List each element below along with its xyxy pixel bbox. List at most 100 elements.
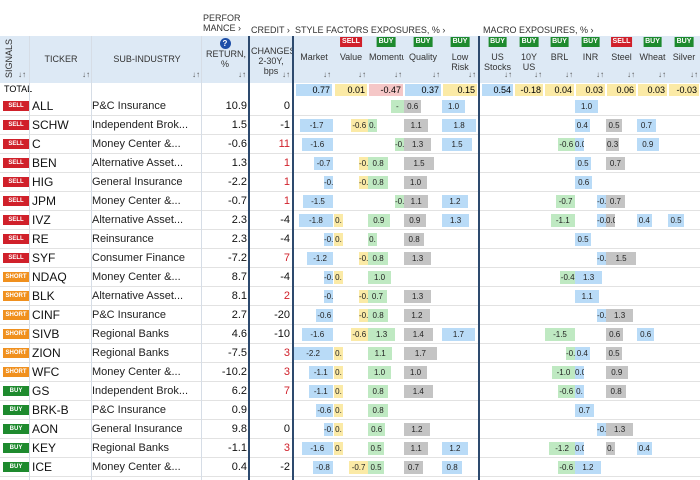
table-row[interactable]: BUY KEY Regional Banks -1.1 3 -1.6 0. 0.5 1.1 1.2… xyxy=(0,439,700,458)
table-row[interactable]: SHORT SIVB Regional Banks 4.6 -10 -1.6 -0.6 1.3… xyxy=(0,325,700,344)
ticker-cell[interactable]: RE xyxy=(32,232,49,246)
sub-industry-cell: Money Center &... xyxy=(92,366,181,378)
sort-icon: ↓↑ xyxy=(282,70,290,79)
ticker-cell[interactable]: GS xyxy=(32,384,50,398)
header-macro-0[interactable]: BUY US Stocks ↓↑ xyxy=(481,36,514,83)
signal-tag: BUY xyxy=(674,37,694,47)
sort-icon: ↓↑ xyxy=(323,70,331,79)
table-row[interactable]: SELL C Money Center &... -0.6 11 -1.6 -0. 1.3 1.… xyxy=(0,135,700,154)
sort-icon: ↓↑ xyxy=(394,70,402,79)
header-style-2[interactable]: BUY Momentum ↓↑ xyxy=(368,36,404,83)
sub-industry-cell: Independent Brok... xyxy=(92,385,189,397)
macro-exposure-bar: 1.2 xyxy=(575,461,601,474)
table-row[interactable]: BUY BRK-B P&C Insurance 0.9 -0.6 0. 0.8 0.7 xyxy=(0,401,700,420)
header-style-label: Value xyxy=(339,52,363,62)
ticker-cell[interactable]: SYF xyxy=(32,251,56,265)
ticker-cell[interactable]: BEN xyxy=(32,156,57,170)
group-macro[interactable]: MACRO EXPOSURES, % › xyxy=(483,25,594,35)
macro-exposure-bar: 0.6 xyxy=(637,328,655,341)
signal-badge: SELL xyxy=(3,177,29,187)
header-macro-5[interactable]: BUY Wheat ↓↑ xyxy=(637,36,668,83)
style-exposure-bar: -1.6 xyxy=(301,328,333,341)
ticker-cell[interactable]: NDAQ xyxy=(32,270,67,284)
signal-badge: BUY xyxy=(3,405,29,415)
table-row[interactable]: SELL BEN Alternative Asset... 1.3 1 -0.7 -0. 0.… xyxy=(0,154,700,173)
header-macro-4[interactable]: SELL Steel ↓↑ xyxy=(606,36,637,83)
group-macro-label: MACRO EXPOSURES, % xyxy=(483,25,589,35)
style-exposure-bar: 1.4 xyxy=(404,385,433,398)
header-style-4[interactable]: BUY Low Risk ↓↑ xyxy=(442,36,478,83)
table-row[interactable]: BUY GS Independent Brok... 6.2 7 -1.1 0. 0.8 1.4… xyxy=(0,382,700,401)
style-exposure-bar: -0.6 xyxy=(350,119,368,132)
help-icon[interactable]: ? xyxy=(219,38,231,49)
ticker-cell[interactable]: KEY xyxy=(32,441,57,455)
table-row[interactable]: SELL RE Reinsurance 2.3 -4 -0. 0. 0. 0.8 0.5 xyxy=(0,230,700,249)
group-performance[interactable]: PERFOR MANCE › xyxy=(203,13,242,33)
table-row[interactable]: SHORT BLK Alternative Asset... 8.1 2 -0. -0. 0.… xyxy=(0,287,700,306)
ticker-cell[interactable]: BRK-B xyxy=(32,403,69,417)
credit-change-cell: -4 xyxy=(280,233,290,245)
style-exposure-bar: -0. xyxy=(359,176,368,189)
credit-change-cell: 1 xyxy=(283,157,290,169)
table-row[interactable]: SHORT NDAQ Money Center &... 8.7 -4 -0. 0. 1.0 -… xyxy=(0,268,700,287)
sort-icon: ↓↑ xyxy=(358,70,366,79)
header-style-3[interactable]: BUY Quality ↓↑ xyxy=(404,36,442,83)
table-row[interactable]: SELL SCHW Independent Brok... 1.5 -1 -1.7 -0.6… xyxy=(0,116,700,135)
group-credit[interactable]: CREDIT › xyxy=(251,25,290,35)
sub-industry-cell: Money Center &... xyxy=(92,271,181,283)
ticker-cell[interactable]: SCHW xyxy=(32,118,69,132)
table-row[interactable]: SELL IVZ Alternative Asset... 2.3 -4 -1.8 0. 0.… xyxy=(0,211,700,230)
header-macro-1[interactable]: BUY 10Y US ↓↑ xyxy=(514,36,544,83)
style-exposure-bar: -0. xyxy=(395,195,404,208)
return-cell: 8.1 xyxy=(231,290,247,302)
header-style-0[interactable]: Market ↓↑ xyxy=(295,36,333,83)
header-macro-6[interactable]: BUY Silver ↓↑ xyxy=(668,36,700,83)
macro-exposure-bar: 0.5 xyxy=(668,214,684,227)
macro-exposure-bar: -1.5 xyxy=(545,328,575,341)
header-sub-industry[interactable]: SUB-INDUSTRY ↓↑ xyxy=(92,36,202,83)
macro-exposure-bar: 1.3 xyxy=(606,423,634,436)
table-row[interactable]: SHORT ZION Regional Banks -7.5 3 -2.2 0. 1.1 1.7… xyxy=(0,344,700,363)
table-row[interactable]: BUY ICE Money Center &... 0.4 -2 -0.8 -0.7 0.5 0… xyxy=(0,458,700,477)
ticker-cell[interactable]: ZION xyxy=(32,346,61,360)
ticker-cell[interactable]: AON xyxy=(32,422,59,436)
header-style-1[interactable]: SELL Value ↓↑ xyxy=(334,36,368,83)
table-row[interactable]: SHORT CINF P&C Insurance 2.7 -20 -0.6 -0. 0.8 1.… xyxy=(0,306,700,325)
credit-change-cell: 1 xyxy=(283,195,290,207)
header-macro-2[interactable]: BUY BRL ↓↑ xyxy=(544,36,575,83)
style-exposure-bar: 0.8 xyxy=(368,157,389,170)
ticker-cell[interactable]: HIG xyxy=(32,175,54,189)
header-return[interactable]: ? RETURN, % ↓↑ xyxy=(202,36,248,83)
ticker-cell[interactable]: IVZ xyxy=(32,213,51,227)
ticker-cell[interactable]: BLK xyxy=(32,289,55,303)
total-macro-value: 0.06 xyxy=(607,84,636,96)
total-label: TOTAL xyxy=(4,84,33,94)
style-exposure-bar: 1.2 xyxy=(404,423,430,436)
ticker-cell[interactable]: C xyxy=(32,137,41,151)
ticker-cell[interactable]: JPM xyxy=(32,194,56,208)
ticker-cell[interactable]: ICE xyxy=(32,460,53,474)
ticker-cell[interactable]: CINF xyxy=(32,308,60,322)
header-ticker[interactable]: TICKER ↓↑ xyxy=(30,36,92,83)
return-cell: 0.4 xyxy=(231,461,247,473)
table-row[interactable]: SHORT WFC Money Center &... -10.2 3 -1.1 0. 1.0… xyxy=(0,363,700,382)
header-changes[interactable]: CHANGES 2-30Y, bps ↓↑ xyxy=(250,36,292,83)
table-row[interactable]: SELL ALL P&C Insurance 10.9 0 -0.6 1.0 1.0 xyxy=(0,97,700,116)
ticker-cell[interactable]: SIVB xyxy=(32,327,60,341)
ticker-cell[interactable]: WFC xyxy=(32,365,60,379)
header-macro-label: 10Y US xyxy=(520,52,537,72)
macro-exposure-bar: -0.6 xyxy=(557,385,575,398)
table-row[interactable]: SELL HIG General Insurance -2.2 1 -0. -0. 0.8 1.… xyxy=(0,173,700,192)
table-row[interactable]: SELL JPM Money Center &... -0.7 1 -1.5 -0. 1.1 1… xyxy=(0,192,700,211)
table-row[interactable]: BUY AON General Insurance 9.8 0 -0. 0. 0.6 1.2 -0… xyxy=(0,420,700,439)
header-signals[interactable]: SIGNALS ↓↑ xyxy=(2,36,28,83)
group-style[interactable]: STYLE FACTORS EXPOSURES, % › xyxy=(295,25,446,35)
table-row[interactable]: SELL SYF Consumer Finance -7.2 7 -1.2 -0. 0.8 1.… xyxy=(0,249,700,268)
ticker-cell[interactable]: ALL xyxy=(32,99,54,113)
macro-exposure-bar: -0. xyxy=(597,195,606,208)
header-macro-3[interactable]: BUY INR ↓↑ xyxy=(575,36,606,83)
macro-exposure-bar: 0.4 xyxy=(575,347,590,360)
signal-tag: SELL xyxy=(610,37,633,47)
macro-exposure-bar: -0.6 xyxy=(557,138,575,151)
sort-icon: ↓↑ xyxy=(82,70,90,79)
